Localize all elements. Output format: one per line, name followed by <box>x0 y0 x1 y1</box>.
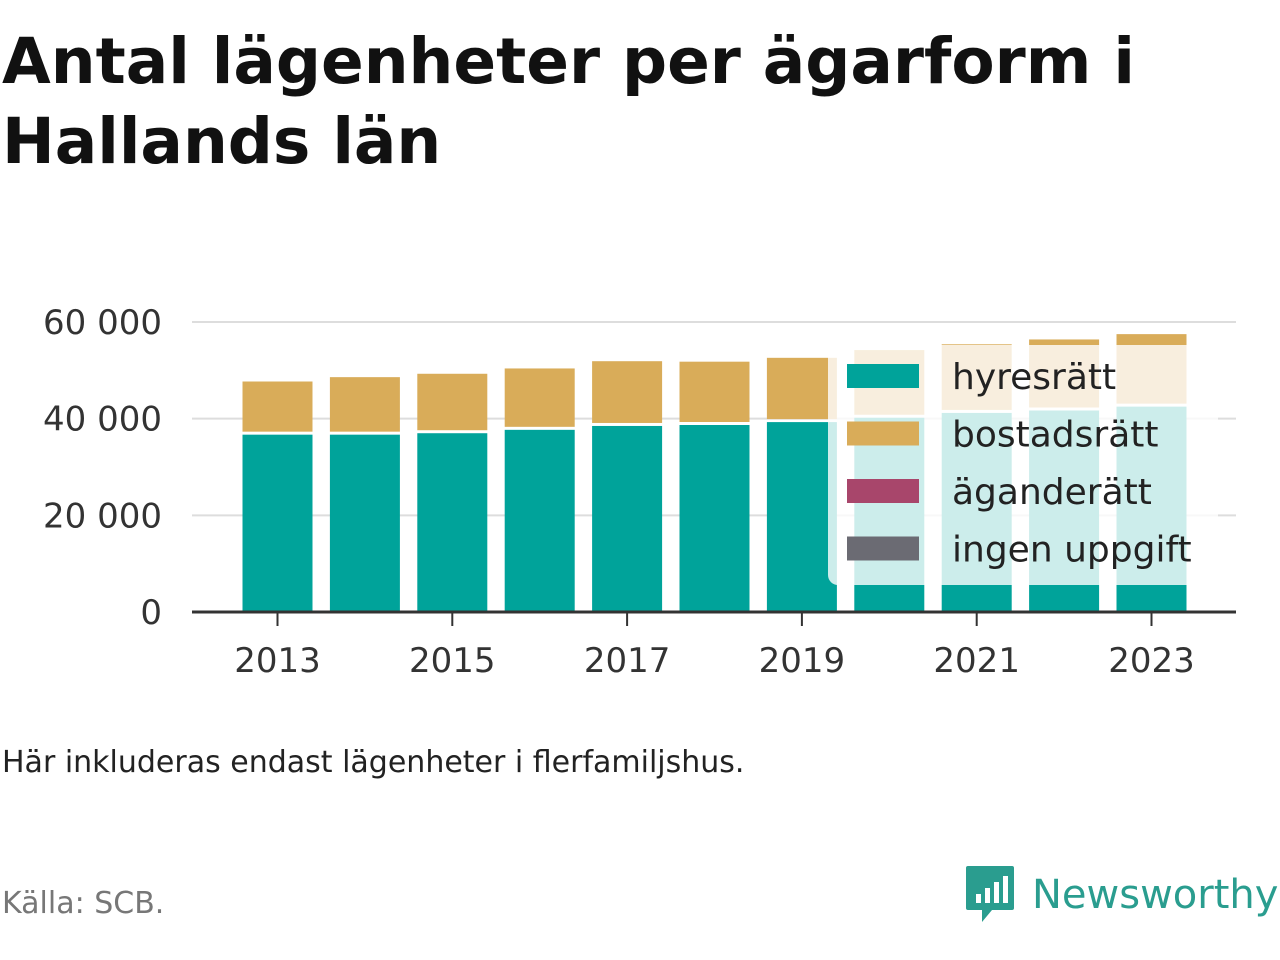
bar-segment <box>679 425 750 611</box>
legend-swatch <box>847 421 919 446</box>
brand-name: Newsworthy <box>1032 872 1279 918</box>
x-tick-label: 2013 <box>234 641 321 681</box>
newsworthy-logo-icon <box>966 866 1014 922</box>
source-text: Källa: SCB. <box>2 886 165 921</box>
bar-segment <box>242 434 313 611</box>
bar-segment <box>592 425 663 611</box>
bar-segment <box>679 361 750 422</box>
bar-segment <box>417 433 488 611</box>
legend-label: ingen uppgift <box>952 530 1192 571</box>
bar-segment <box>766 422 837 611</box>
y-tick-label: 40 000 <box>43 400 162 440</box>
legend-swatch <box>847 536 919 561</box>
bar-segment <box>329 434 400 611</box>
x-tick-label: 2019 <box>759 641 846 681</box>
legend-label: hyresrätt <box>952 357 1116 398</box>
bar-segment <box>504 368 575 427</box>
bar-segment <box>504 429 575 611</box>
y-tick-label: 20 000 <box>43 496 162 536</box>
brand-logo: Newsworthy <box>964 862 1278 928</box>
y-axis-tick-labels: 0 20 000 40 000 60 000 <box>43 303 162 633</box>
legend-swatch <box>847 364 919 388</box>
y-tick-label: 0 <box>140 593 162 633</box>
x-tick-label: 2015 <box>409 641 496 681</box>
bar-segment <box>242 381 313 432</box>
chart-title: Antal lägenheter per ägarform i Hallands… <box>2 25 1135 178</box>
stacked-bar-chart: 0 20 000 40 000 60 000 2013 2015 2017 2019 2021… <box>43 303 1236 681</box>
chart-note: Här inkluderas endast lägenheter i flerf… <box>2 745 745 780</box>
bar-segment <box>417 373 488 431</box>
legend-label: bostadsrätt <box>952 415 1159 456</box>
legend-label: äganderätt <box>952 472 1152 513</box>
y-tick-label: 60 000 <box>43 303 162 343</box>
legend-swatch <box>847 479 919 503</box>
x-tick-label: 2023 <box>1108 641 1195 681</box>
x-tick-label: 2017 <box>584 641 671 681</box>
legend-background <box>828 345 1218 585</box>
legend: hyresrätt bostadsrätt äganderätt ingen uppg… <box>828 345 1218 585</box>
bar-segment <box>329 377 400 432</box>
x-tick-label: 2021 <box>933 641 1020 681</box>
bar-segment <box>592 361 663 423</box>
bar-segment <box>766 357 837 420</box>
x-axis-ticks: 2013 2015 2017 2019 2021 2023 <box>234 612 1195 681</box>
